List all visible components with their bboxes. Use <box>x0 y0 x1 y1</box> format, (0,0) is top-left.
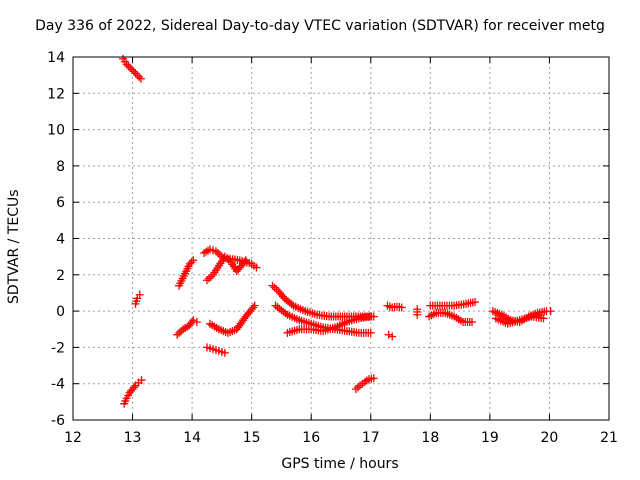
y-tick-label: -2 <box>51 340 65 356</box>
data-point <box>192 317 201 326</box>
grid-lines <box>73 57 609 420</box>
data-point <box>281 309 290 318</box>
data-point <box>131 69 140 78</box>
data-point <box>268 281 277 290</box>
data-point <box>206 272 215 281</box>
x-tick-label: 18 <box>421 430 439 446</box>
data-point <box>471 298 479 307</box>
series-track-13 <box>351 374 378 394</box>
series-track-17 <box>426 298 479 310</box>
y-tick-label: -6 <box>51 413 65 429</box>
series-track-14 <box>383 301 406 312</box>
data-point <box>220 252 229 261</box>
data-point <box>137 376 146 385</box>
data-point <box>272 285 281 294</box>
data-point <box>187 258 196 267</box>
series-track-1 <box>119 54 145 83</box>
data-point <box>222 254 231 263</box>
data-point <box>539 314 548 323</box>
y-tick-label: 14 <box>47 50 65 66</box>
data-point <box>270 283 279 292</box>
data-point <box>384 330 393 339</box>
data-point <box>173 330 182 339</box>
data-point <box>369 374 378 383</box>
x-tick-label: 21 <box>600 430 618 446</box>
y-tick-label: 10 <box>47 123 65 139</box>
y-tick-label: 4 <box>56 232 65 248</box>
series-track-8 <box>203 343 229 357</box>
data-point <box>250 301 259 310</box>
data-point <box>136 74 145 83</box>
data-point <box>249 303 258 312</box>
data-point <box>135 290 144 299</box>
data-point <box>413 310 422 319</box>
data-point <box>366 328 375 337</box>
data-point <box>204 274 213 283</box>
y-tick-label: 0 <box>56 304 65 320</box>
series-track-7 <box>203 252 250 285</box>
y-tick-label: 12 <box>47 86 65 102</box>
data-point <box>130 383 139 392</box>
x-tick-label: 16 <box>302 430 320 446</box>
data-point <box>124 62 133 71</box>
series-track-18 <box>425 308 477 326</box>
data-point <box>213 249 222 258</box>
data-point <box>211 247 220 256</box>
data-point <box>189 256 198 265</box>
data-point <box>287 300 296 309</box>
data-point <box>220 348 229 357</box>
data-point <box>252 263 261 272</box>
axis-ticks: 12 13 14 15 16 17 18 19 20 21 -6 -4 -2 0 2 4 6 8 10 12 14 <box>47 50 618 446</box>
x-tick-label: 20 <box>541 430 559 446</box>
y-axis-label: SDTVAR / TECUs <box>6 189 22 304</box>
series-track-15 <box>384 330 397 341</box>
data-point <box>126 63 135 72</box>
x-tick-label: 17 <box>362 430 380 446</box>
data-point <box>185 259 194 268</box>
data-point <box>241 256 250 265</box>
data-point <box>133 71 142 80</box>
data-point <box>215 250 224 259</box>
series-track-3 <box>131 290 144 308</box>
y-tick-label: 2 <box>56 268 65 284</box>
x-tick-label: 13 <box>124 430 142 446</box>
data-point <box>189 316 198 325</box>
data-point <box>135 72 144 81</box>
x-tick-label: 14 <box>183 430 201 446</box>
series-track-16 <box>413 305 422 319</box>
data-point <box>366 312 375 321</box>
data-point <box>203 276 211 285</box>
data-point <box>127 65 136 74</box>
data-point <box>129 67 138 76</box>
series-track-4 <box>175 256 198 290</box>
series-track-9 <box>205 301 259 337</box>
data-point <box>388 332 397 341</box>
y-tick-label: 6 <box>56 195 65 211</box>
x-tick-label: 15 <box>243 430 261 446</box>
series-track-12 <box>283 312 375 337</box>
series-track-5 <box>173 316 201 339</box>
y-tick-label: -4 <box>51 377 65 393</box>
series-track-2 <box>120 376 146 408</box>
data-point <box>224 256 233 265</box>
series-track-20 <box>491 312 548 328</box>
x-axis-label: GPS time / hours <box>281 456 399 472</box>
y-tick-label: 8 <box>56 159 65 175</box>
x-tick-label: 12 <box>64 430 82 446</box>
x-tick-label: 19 <box>481 430 499 446</box>
data-point <box>468 317 477 326</box>
data-point <box>240 258 249 267</box>
data-point <box>546 307 555 316</box>
data-points <box>119 54 555 408</box>
chart-title: Day 336 of 2022, Sidereal Day-to-day VTE… <box>35 18 605 34</box>
data-point <box>175 328 184 337</box>
data-point <box>397 303 406 312</box>
data-point <box>122 60 131 69</box>
